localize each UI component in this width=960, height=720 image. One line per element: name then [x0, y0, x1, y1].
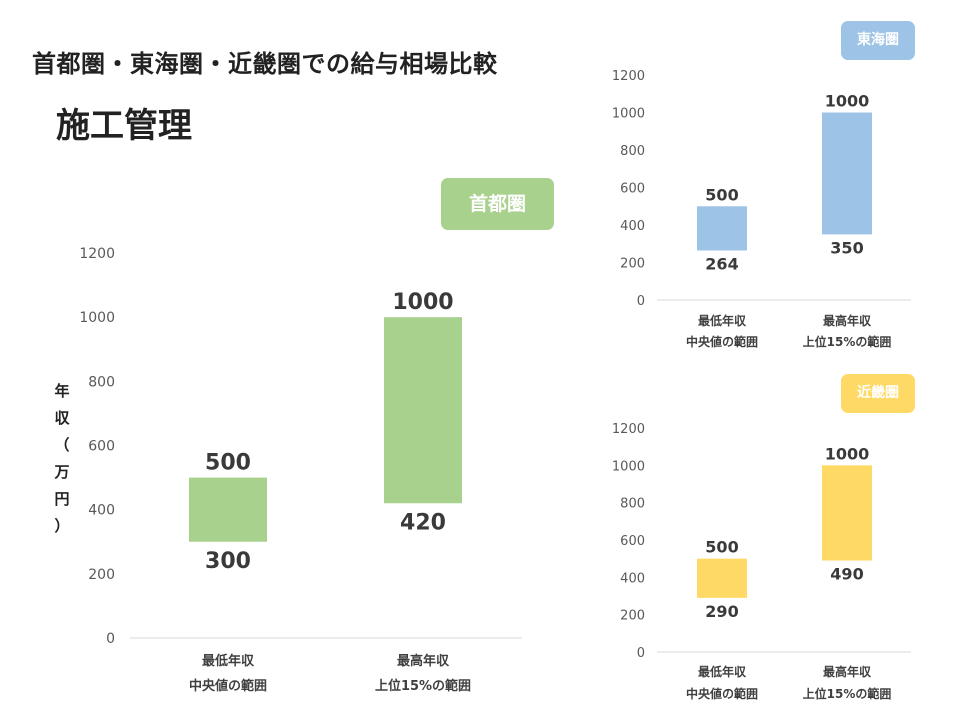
- shuto-y-tick-label: 1000: [79, 310, 115, 326]
- tokai-bar-1-low-label: 264: [705, 255, 738, 274]
- tokai-category-label: 最高年収: [823, 313, 872, 328]
- page-subtitle: 施工管理: [56, 106, 192, 146]
- region-badge-tokai: 東海圏: [841, 21, 915, 60]
- shuto-bar-2: [384, 317, 462, 504]
- kinki-y-tick-label: 0: [637, 646, 645, 661]
- page-title: 首都圏・東海圏・近畿圏での給与相場比較: [32, 50, 498, 78]
- tokai-y-tick-label: 200: [620, 257, 645, 272]
- tokai-bar-2-high-label: 1000: [825, 92, 870, 111]
- shuto-category-sublabel: 上位15%の範囲: [375, 678, 471, 694]
- y-axis-label-char: 収: [54, 409, 70, 427]
- region-badge-shuto: 首都圏: [441, 178, 554, 230]
- kinki-category-sublabel: 上位15%の範囲: [803, 686, 892, 701]
- tokai-y-tick-label: 1200: [612, 69, 645, 84]
- kinki-bar-1-low-label: 290: [705, 602, 738, 621]
- shuto-category-sublabel: 中央値の範囲: [189, 678, 267, 694]
- kinki-category-sublabel: 中央値の範囲: [686, 686, 758, 701]
- kinki-bar-1-high-label: 500: [705, 538, 738, 557]
- shuto-y-tick-label: 0: [106, 631, 115, 647]
- kinki-y-tick-label: 600: [620, 534, 645, 549]
- kinki-bar-2-low-label: 490: [830, 565, 863, 584]
- tokai-bar-1: [697, 206, 747, 251]
- kinki-bar-2-high-label: 1000: [825, 444, 870, 463]
- kinki-category-label: 最高年収: [823, 664, 872, 679]
- shuto-bar-1-low-label: 300: [205, 549, 251, 574]
- kinki-bar-2: [822, 465, 872, 561]
- y-axis-label-char: （: [54, 436, 70, 454]
- tokai-y-tick-label: 600: [620, 182, 645, 197]
- kinki-y-tick-label: 800: [620, 497, 645, 512]
- y-axis-label-char: ）: [54, 517, 70, 535]
- shuto-category-label: 最高年収: [397, 653, 450, 669]
- shuto-y-tick-label: 200: [88, 567, 115, 583]
- shuto-bar-1-high-label: 500: [205, 451, 251, 476]
- shuto-bar-2-high-label: 1000: [392, 290, 453, 315]
- kinki-y-tick-label: 400: [620, 571, 645, 586]
- region-badge-kinki: 近畿圏: [841, 374, 915, 413]
- kinki-y-tick-label: 200: [620, 609, 645, 624]
- kinki-y-tick-label: 1200: [612, 422, 645, 437]
- shuto-bar-1: [189, 477, 267, 542]
- tokai-y-tick-label: 0: [637, 294, 645, 309]
- kinki-y-tick-label: 1000: [612, 459, 645, 474]
- shuto-y-tick-label: 800: [88, 374, 115, 390]
- shuto-y-tick-label: 1200: [79, 246, 115, 262]
- tokai-category-sublabel: 中央値の範囲: [686, 334, 758, 349]
- tokai-bar-2-low-label: 350: [830, 238, 863, 257]
- tokai-category-sublabel: 上位15%の範囲: [803, 334, 892, 349]
- shuto-category-label: 最低年収: [202, 653, 255, 669]
- tokai-bar-2: [822, 112, 872, 235]
- tokai-bar-1-high-label: 500: [705, 185, 738, 204]
- tokai-y-tick-label: 1000: [612, 107, 645, 122]
- shuto-bar-2-low-label: 420: [400, 510, 446, 535]
- y-axis-label-char: 万: [54, 463, 70, 481]
- shuto-y-tick-label: 400: [88, 503, 115, 519]
- kinki-category-label: 最低年収: [698, 664, 747, 679]
- tokai-y-tick-label: 400: [620, 219, 645, 234]
- y-axis-label-char: 円: [54, 490, 70, 508]
- shuto-y-tick-label: 600: [88, 439, 115, 455]
- tokai-category-label: 最低年収: [698, 313, 747, 328]
- tokai-y-tick-label: 800: [620, 144, 645, 159]
- kinki-bar-1: [697, 558, 747, 598]
- y-axis-label-char: 年: [54, 382, 70, 400]
- y-axis-label: 年 収 （ 万 円 ）: [52, 378, 72, 540]
